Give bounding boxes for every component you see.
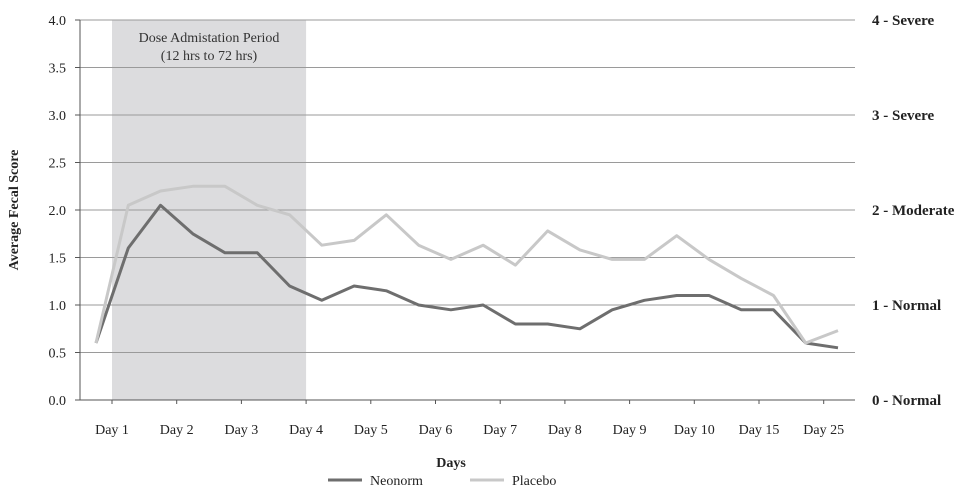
y-tick-label: 1.5 [49, 252, 67, 267]
x-tick-label: Day 10 [674, 423, 715, 438]
y-tick-label: 0.5 [49, 347, 67, 362]
legend: Neonorm Placebo [328, 474, 556, 489]
y-tick-labels: 0.0 0.5 1.0 1.5 2.0 2.5 3.0 3.5 4.0 [49, 14, 67, 409]
series-lines [94, 184, 839, 350]
x-tick-label: Day 6 [419, 423, 453, 438]
x-tick-label: Day 5 [354, 423, 388, 438]
legend-label: Placebo [512, 474, 556, 488]
x-tick-labels: Day 1 Day 2 Day 3 Day 4 Day 5 Day 6 Day 7 Day 8… [95, 400, 844, 438]
annotation-line2: (12 hrs to 72 hrs) [161, 49, 258, 64]
x-tick-label: Day 7 [483, 423, 517, 438]
x-tick-label: Day 4 [289, 423, 323, 438]
y-tick-label: 2.0 [49, 204, 67, 219]
legend-label: Neonorm [370, 474, 423, 488]
x-tick-label: Day 9 [613, 423, 647, 438]
x-axis-title: Days [436, 456, 466, 471]
right-axis-label: 4 - Severe [872, 13, 935, 29]
series-line-placebo [94, 184, 839, 345]
right-axis-label: 0 - Normal [872, 393, 941, 409]
y-tick-label: 4.0 [49, 14, 67, 29]
x-tick-label: Day 15 [739, 423, 780, 438]
y-tick-label: 1.0 [49, 299, 67, 314]
series-line-neonorm [94, 203, 839, 350]
right-axis-label: 1 - Normal [872, 298, 941, 314]
y-axis-title: Average Fecal Score [7, 150, 22, 271]
annotation-line1: Dose Admistation Period [139, 31, 280, 46]
x-tick-label: Day 8 [548, 423, 582, 438]
y-tick-label: 3.0 [49, 109, 67, 124]
right-axis-label: 3 - Severe [872, 108, 935, 124]
y-tick-label: 0.0 [49, 394, 67, 409]
x-tick-label: Day 25 [803, 423, 844, 438]
right-axis-label: 2 - Moderate [872, 203, 955, 219]
x-tick-label: Day 1 [95, 423, 129, 438]
grid-lines [75, 19, 855, 401]
y-tick-label: 3.5 [49, 62, 67, 77]
y-tick-label: 2.5 [49, 157, 67, 172]
x-tick-label: Day 3 [224, 423, 258, 438]
x-tick-label: Day 2 [160, 423, 194, 438]
right-axis-labels: 4 - Severe 3 - Severe 2 - Moderate 1 - Norm… [872, 13, 955, 409]
